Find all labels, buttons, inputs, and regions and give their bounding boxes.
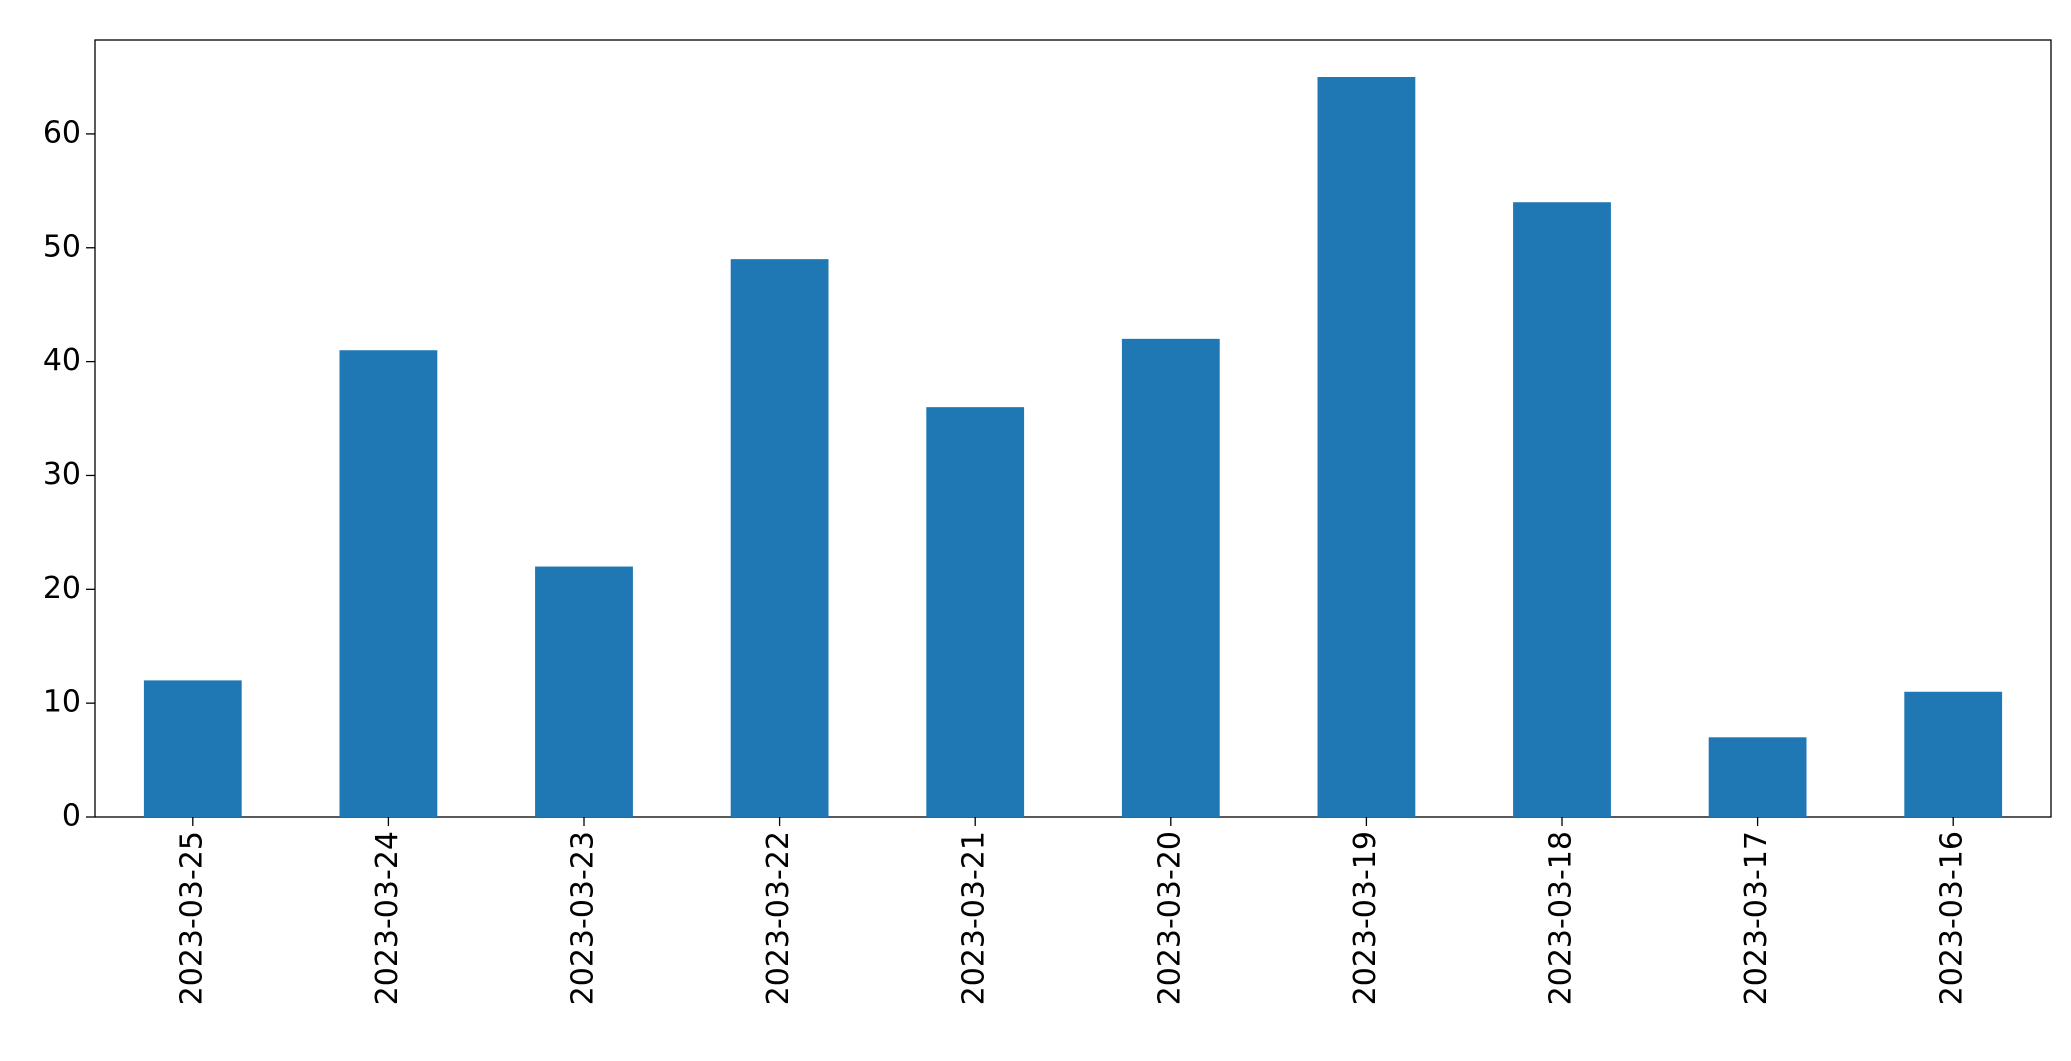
bar [1121, 338, 1220, 817]
y-tick-label: 50 [43, 229, 81, 264]
bar [535, 566, 633, 817]
y-tick-label: 40 [43, 343, 81, 378]
bar [1513, 202, 1611, 817]
x-tick-label: 2023-03-25 [174, 831, 209, 1005]
bar [926, 407, 1025, 817]
y-tick-label: 0 [62, 799, 81, 834]
bar [730, 259, 829, 818]
x-tick-label: 2023-03-16 [1935, 831, 1970, 1005]
y-tick-label: 20 [43, 571, 81, 606]
x-tick-label: 2023-03-24 [370, 831, 405, 1005]
bar [339, 350, 438, 817]
y-tick-label: 60 [43, 115, 81, 150]
x-tick-label: 2023-03-23 [566, 831, 601, 1005]
plot-frame [94, 39, 2052, 818]
x-tick-label: 2023-03-19 [1348, 831, 1383, 1005]
bar [1708, 737, 1807, 817]
x-tick-label: 2023-03-20 [1152, 831, 1187, 1005]
x-tick-label: 2023-03-17 [1739, 831, 1774, 1005]
x-tick-label: 2023-03-22 [761, 831, 796, 1005]
bar [143, 680, 242, 817]
x-tick-label: 2023-03-18 [1544, 831, 1579, 1005]
bar [1904, 691, 2003, 817]
bar [1317, 77, 1416, 817]
x-tick-label: 2023-03-21 [957, 831, 992, 1005]
y-tick-label: 10 [43, 685, 81, 720]
y-tick-label: 30 [43, 457, 81, 492]
